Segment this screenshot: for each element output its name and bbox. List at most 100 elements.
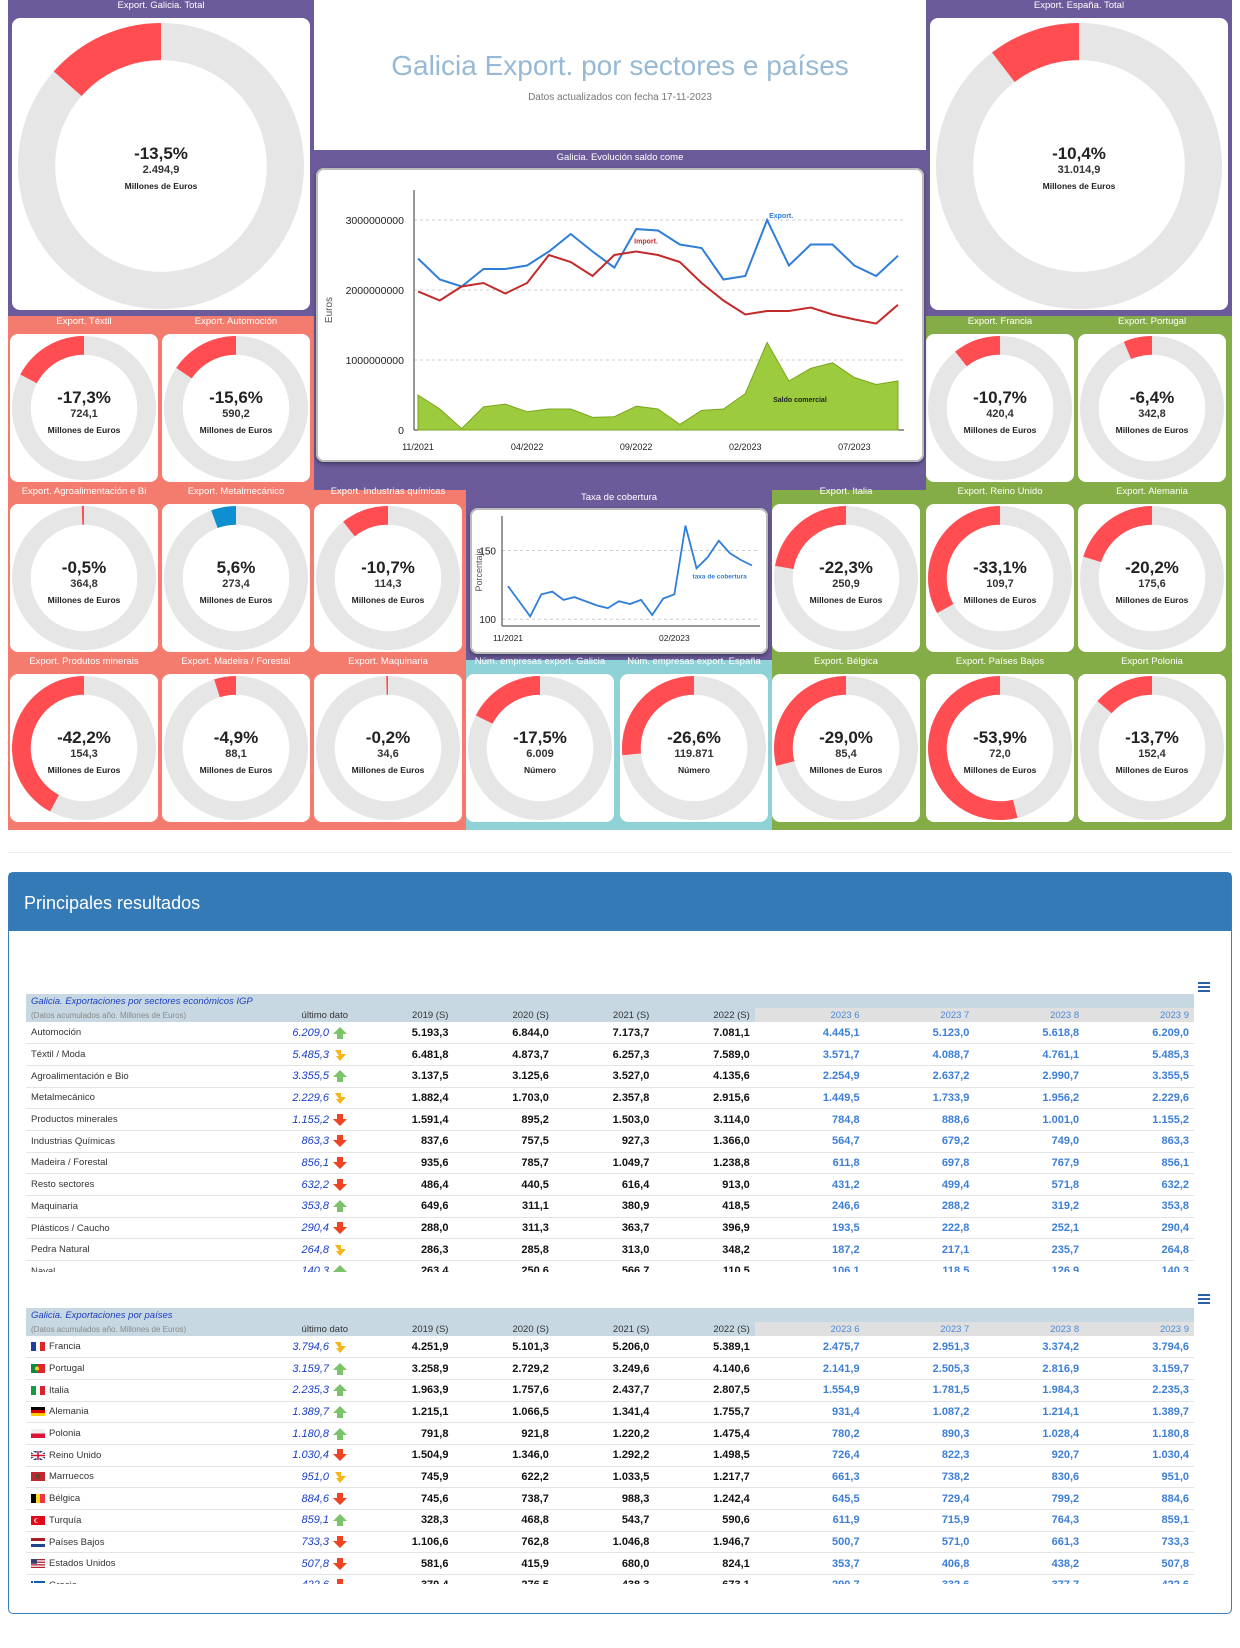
donut-percent: -10,7% — [973, 388, 1027, 407]
table-cell: 611,9 — [754, 1509, 865, 1532]
donut-slice — [622, 676, 694, 756]
last-value: 2.229,6 — [224, 1087, 354, 1110]
column-header[interactable]: 2023 6 — [754, 1008, 865, 1022]
donut-label: -0,2% 34,6 Millones de Euros — [314, 728, 462, 775]
table-cell: 5.618,8 — [974, 1022, 1085, 1045]
table-cell: 1.215,1 — [353, 1401, 454, 1424]
column-header[interactable]: 2020 (S) — [512, 1009, 549, 1021]
saldo-chart: 3000000000 2000000000 1000000000 0 Euros 11/2… — [316, 168, 924, 462]
column-header[interactable]: 2021 (S) — [612, 1009, 650, 1021]
table-cell: 1.214,1 — [974, 1401, 1085, 1424]
table-row: Países Bajos 733,3 1.106,6 762,8 1.046,8 1.94… — [26, 1531, 1194, 1554]
table-cell: 1.001,0 — [974, 1108, 1085, 1131]
sectors-menu-icon[interactable] — [1198, 982, 1210, 992]
table-row: Portugal 3.159,7 3.258,9 2.729,2 3.249,6 4.14… — [26, 1357, 1194, 1380]
table-cell: 1.066,5 — [453, 1401, 554, 1424]
column-header[interactable]: 2019 (S) — [412, 1323, 449, 1335]
panel-title-export-reino-unido: Export. Reino Unido — [957, 486, 1043, 497]
table-row: Turquía 859,1 328,3 468,8 543,7 590,6 611,9 715… — [26, 1509, 1194, 1532]
table-cell: 438,2 — [974, 1552, 1085, 1576]
table-cell: 616,4 — [553, 1173, 655, 1196]
y-tick-label: 150 — [479, 546, 496, 557]
column-header[interactable]: 2022 (S) — [713, 1009, 750, 1021]
column-header[interactable]: 2023 9 — [1084, 1008, 1194, 1022]
column-header[interactable]: 2023 6 — [754, 1322, 865, 1336]
column-header[interactable]: 2020 (S) — [512, 1323, 549, 1335]
table-cell: 3.159,7 — [1084, 1357, 1194, 1380]
donut-label: -6,4% 342,8 Millones de Euros — [1078, 388, 1226, 435]
table-cell: 222,8 — [864, 1217, 975, 1240]
table-cell: 348,2 — [654, 1238, 755, 1262]
panel-title-export-textil: Export. Téxtil — [56, 316, 112, 327]
donut-label: -13,5% 2.494,9 Millones de Euros — [12, 144, 310, 191]
saldo-chart-svg: 3000000000 2000000000 1000000000 0 Euros 11/2… — [324, 190, 904, 452]
row-label: Turquía — [26, 1509, 225, 1532]
y-tick-label: 2000000000 — [346, 285, 405, 297]
table-cell: 762,8 — [453, 1531, 554, 1554]
table-caption: Galicia. Exportaciones por países — [31, 1309, 173, 1321]
table-cell: 106,1 — [754, 1260, 865, 1272]
donut-unit: Millones de Euros — [47, 595, 121, 605]
donut-unit: Millones de Euros — [963, 425, 1037, 435]
table-cell: 328,3 — [353, 1509, 454, 1532]
flag-gb-icon — [31, 1450, 45, 1460]
x-tick-label: 09/2022 — [620, 442, 653, 452]
trend-up-icon — [333, 1427, 348, 1440]
donut-value: 88,1 — [225, 748, 247, 760]
donut-export-paises-bajos: -53,9% 72,0 Millones de Euros — [926, 674, 1074, 822]
table-cell: 784,8 — [754, 1108, 865, 1131]
last-value: 856,1 — [224, 1152, 354, 1175]
donut-percent: -10,4% — [1052, 144, 1106, 163]
table-cell: 486,4 — [353, 1173, 454, 1196]
table-cell: 1.591,4 — [353, 1108, 454, 1131]
table-cell: 6.209,0 — [1084, 1022, 1194, 1045]
table-cell: 5.101,3 — [453, 1336, 554, 1359]
donut-label: -33,1% 109,7 Millones de Euros — [926, 558, 1074, 605]
column-header[interactable]: 2023 7 — [864, 1322, 975, 1336]
column-header[interactable]: 2022 (S) — [713, 1323, 750, 1335]
table-cell: 2.915,6 — [654, 1087, 755, 1110]
table-cell: 5.123,0 — [864, 1022, 975, 1045]
table-cell: 2.235,3 — [1084, 1379, 1194, 1402]
table-cell: 3.114,0 — [654, 1108, 755, 1131]
table-cell: 118,5 — [864, 1260, 975, 1272]
last-value: 3.159,7 — [224, 1357, 354, 1380]
donut-slice — [343, 506, 388, 537]
row-label: Francia — [26, 1336, 225, 1359]
table-cell: 745,9 — [353, 1466, 454, 1489]
table-cell: 920,7 — [974, 1444, 1085, 1467]
donut-export-portugal: -6,4% 342,8 Millones de Euros — [1078, 334, 1226, 482]
donut-label: -10,7% 114,3 Millones de Euros — [314, 558, 462, 605]
donut-percent: -0,5% — [61, 558, 107, 577]
last-value: 951,0 — [224, 1466, 354, 1489]
table-cell: 2.807,5 — [654, 1379, 755, 1402]
column-header[interactable]: último dato — [301, 1323, 349, 1335]
column-header[interactable]: último dato — [301, 1009, 349, 1021]
donut-export-industrias-quimicas: -10,7% 114,3 Millones de Euros — [314, 504, 462, 652]
donut-value: 590,2 — [222, 408, 250, 420]
table-cell: 830,6 — [974, 1466, 1085, 1489]
column-header[interactable]: 2023 8 — [974, 1008, 1085, 1022]
donut-slice — [928, 506, 1000, 614]
table-row: Italia 2.235,3 1.963,9 1.757,6 2.437,7 2.807,… — [26, 1379, 1194, 1402]
table-row: Resto sectores 632,2 486,4 440,5 616,4 913,0 4… — [26, 1173, 1194, 1196]
panel-title-export-polonia: Export Polonia — [1121, 656, 1183, 667]
column-header[interactable]: 2023 9 — [1084, 1322, 1194, 1336]
table-row: Alemania 1.389,7 1.215,1 1.066,5 1.341,4 1.75… — [26, 1401, 1194, 1424]
donut-unit: Millones de Euros — [1042, 181, 1116, 191]
last-value: 3.794,6 — [224, 1336, 354, 1359]
table-row: Metalmecánico 2.229,6 1.882,4 1.703,0 2.357,… — [26, 1087, 1194, 1110]
column-header[interactable]: 2021 (S) — [612, 1323, 650, 1335]
column-header[interactable]: 2023 7 — [864, 1008, 975, 1022]
table-cell: 288,0 — [353, 1217, 454, 1240]
column-header[interactable]: 2019 (S) — [412, 1009, 449, 1021]
donut-label: -42,2% 154,3 Millones de Euros — [10, 728, 158, 775]
donut-percent: -15,6% — [209, 388, 263, 407]
column-header[interactable]: 2023 8 — [974, 1322, 1085, 1336]
donut-percent: -13,7% — [1125, 728, 1179, 747]
series-coverage-line — [507, 525, 753, 619]
trend-flat-icon — [335, 1244, 347, 1256]
countries-menu-icon[interactable] — [1198, 1294, 1210, 1304]
table-cell: 921,8 — [453, 1422, 554, 1445]
table-cell: 738,7 — [453, 1487, 554, 1510]
